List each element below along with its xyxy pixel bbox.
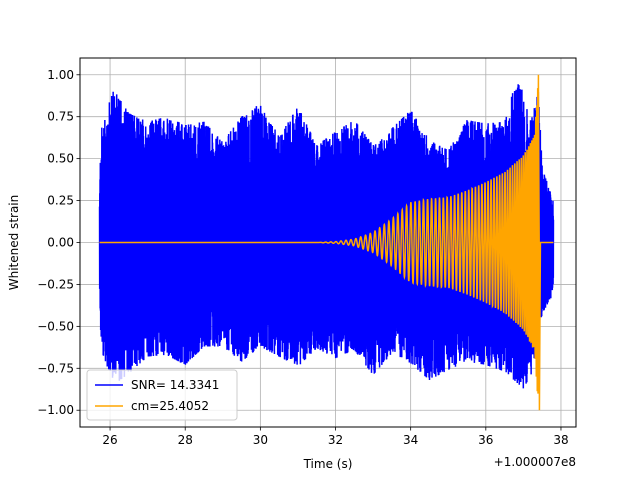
- series-line-snr: [98, 84, 555, 389]
- axis-ticks: 26 28 30 32 34 36 38 −1.00 −0.75 −0.50 −0.25 0.00 0.…: [37, 68, 568, 447]
- y-tick-label: −0.25: [37, 277, 74, 291]
- x-tick-label: 26: [102, 433, 117, 447]
- y-tick-label: −0.75: [37, 361, 74, 375]
- y-tick-label: 0.25: [47, 194, 74, 208]
- y-axis-label: Whitened strain: [7, 195, 21, 291]
- x-tick-label: 32: [328, 433, 343, 447]
- x-tick-label: 38: [553, 433, 568, 447]
- legend-label-cm: cm=25.4052: [131, 399, 209, 413]
- x-tick-label: 28: [178, 433, 193, 447]
- legend: SNR= 14.3341 cm=25.4052: [86, 369, 238, 421]
- x-axis-label: Time (s): [303, 457, 353, 471]
- legend-box: [86, 369, 238, 421]
- y-tick-label: 0.50: [47, 152, 74, 166]
- y-tick-label: 0.75: [47, 110, 74, 124]
- y-tick-label: −0.50: [37, 319, 74, 333]
- x-tick-label: 34: [403, 433, 418, 447]
- x-tick-label: 30: [253, 433, 268, 447]
- y-tick-label: 1.00: [47, 68, 74, 82]
- y-tick-label: 0.00: [47, 236, 74, 250]
- legend-label-snr: SNR= 14.3341: [131, 378, 219, 392]
- x-tick-label: 36: [478, 433, 493, 447]
- series-layer: [98, 74, 555, 411]
- x-offset-label: +1.000007e8: [494, 455, 576, 469]
- y-tick-label: −1.00: [37, 403, 74, 417]
- series-line-cm: [99, 74, 554, 411]
